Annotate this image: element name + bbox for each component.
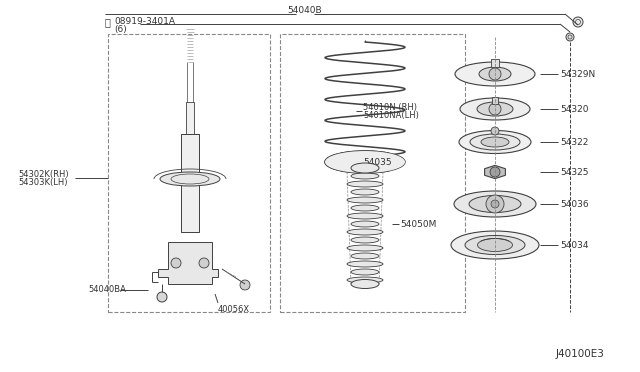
Ellipse shape <box>347 261 383 267</box>
Circle shape <box>199 258 209 268</box>
Ellipse shape <box>470 134 520 150</box>
Ellipse shape <box>351 189 379 195</box>
FancyBboxPatch shape <box>181 134 199 179</box>
Text: 54302K(RH): 54302K(RH) <box>18 170 68 179</box>
Ellipse shape <box>351 163 379 173</box>
Ellipse shape <box>351 237 379 243</box>
Polygon shape <box>484 166 506 179</box>
FancyBboxPatch shape <box>491 59 499 67</box>
Ellipse shape <box>469 196 521 212</box>
Ellipse shape <box>347 197 383 203</box>
Ellipse shape <box>351 269 379 275</box>
Ellipse shape <box>454 191 536 217</box>
Circle shape <box>157 292 167 302</box>
Text: 54303K(LH): 54303K(LH) <box>18 177 67 186</box>
FancyBboxPatch shape <box>492 97 498 104</box>
Ellipse shape <box>351 279 379 289</box>
Circle shape <box>240 280 250 290</box>
Ellipse shape <box>351 253 379 259</box>
Ellipse shape <box>351 221 379 227</box>
Ellipse shape <box>351 173 379 179</box>
Circle shape <box>489 68 501 80</box>
Ellipse shape <box>455 62 535 86</box>
Text: 54040BA: 54040BA <box>88 285 126 295</box>
Circle shape <box>491 127 499 135</box>
Text: 54010N (RH): 54010N (RH) <box>363 103 417 112</box>
Text: Ⓝ: Ⓝ <box>105 17 111 27</box>
Ellipse shape <box>347 213 383 219</box>
Text: (6): (6) <box>114 25 127 33</box>
Ellipse shape <box>347 245 383 251</box>
Circle shape <box>486 195 504 213</box>
Ellipse shape <box>160 172 220 186</box>
Ellipse shape <box>481 137 509 147</box>
Ellipse shape <box>459 131 531 154</box>
Ellipse shape <box>460 98 530 120</box>
Text: 54320: 54320 <box>560 105 589 113</box>
Ellipse shape <box>451 231 539 259</box>
Text: J40100E3: J40100E3 <box>556 349 605 359</box>
Ellipse shape <box>347 181 383 187</box>
Ellipse shape <box>347 277 383 283</box>
Circle shape <box>490 167 500 177</box>
FancyBboxPatch shape <box>186 102 194 137</box>
Ellipse shape <box>351 205 379 211</box>
Ellipse shape <box>325 151 405 173</box>
Polygon shape <box>158 242 218 284</box>
Text: 54329N: 54329N <box>560 70 595 78</box>
Ellipse shape <box>465 235 525 254</box>
FancyBboxPatch shape <box>181 179 199 232</box>
Text: 54035: 54035 <box>363 157 392 167</box>
Ellipse shape <box>477 102 513 116</box>
Text: 08919-3401A: 08919-3401A <box>114 16 175 26</box>
Text: 54050M: 54050M <box>400 219 436 228</box>
Circle shape <box>171 258 181 268</box>
Circle shape <box>566 33 574 41</box>
Ellipse shape <box>479 67 511 81</box>
Text: 54322: 54322 <box>560 138 588 147</box>
Text: 54040B: 54040B <box>288 6 323 15</box>
Text: 54010NA(LH): 54010NA(LH) <box>363 110 419 119</box>
Text: 54036: 54036 <box>560 199 589 208</box>
Ellipse shape <box>347 229 383 235</box>
Text: 40056X: 40056X <box>218 305 250 314</box>
Ellipse shape <box>477 238 513 251</box>
Text: 54325: 54325 <box>560 167 589 176</box>
Circle shape <box>573 17 583 27</box>
Text: 54034: 54034 <box>560 241 589 250</box>
Circle shape <box>491 200 499 208</box>
Circle shape <box>489 103 501 115</box>
